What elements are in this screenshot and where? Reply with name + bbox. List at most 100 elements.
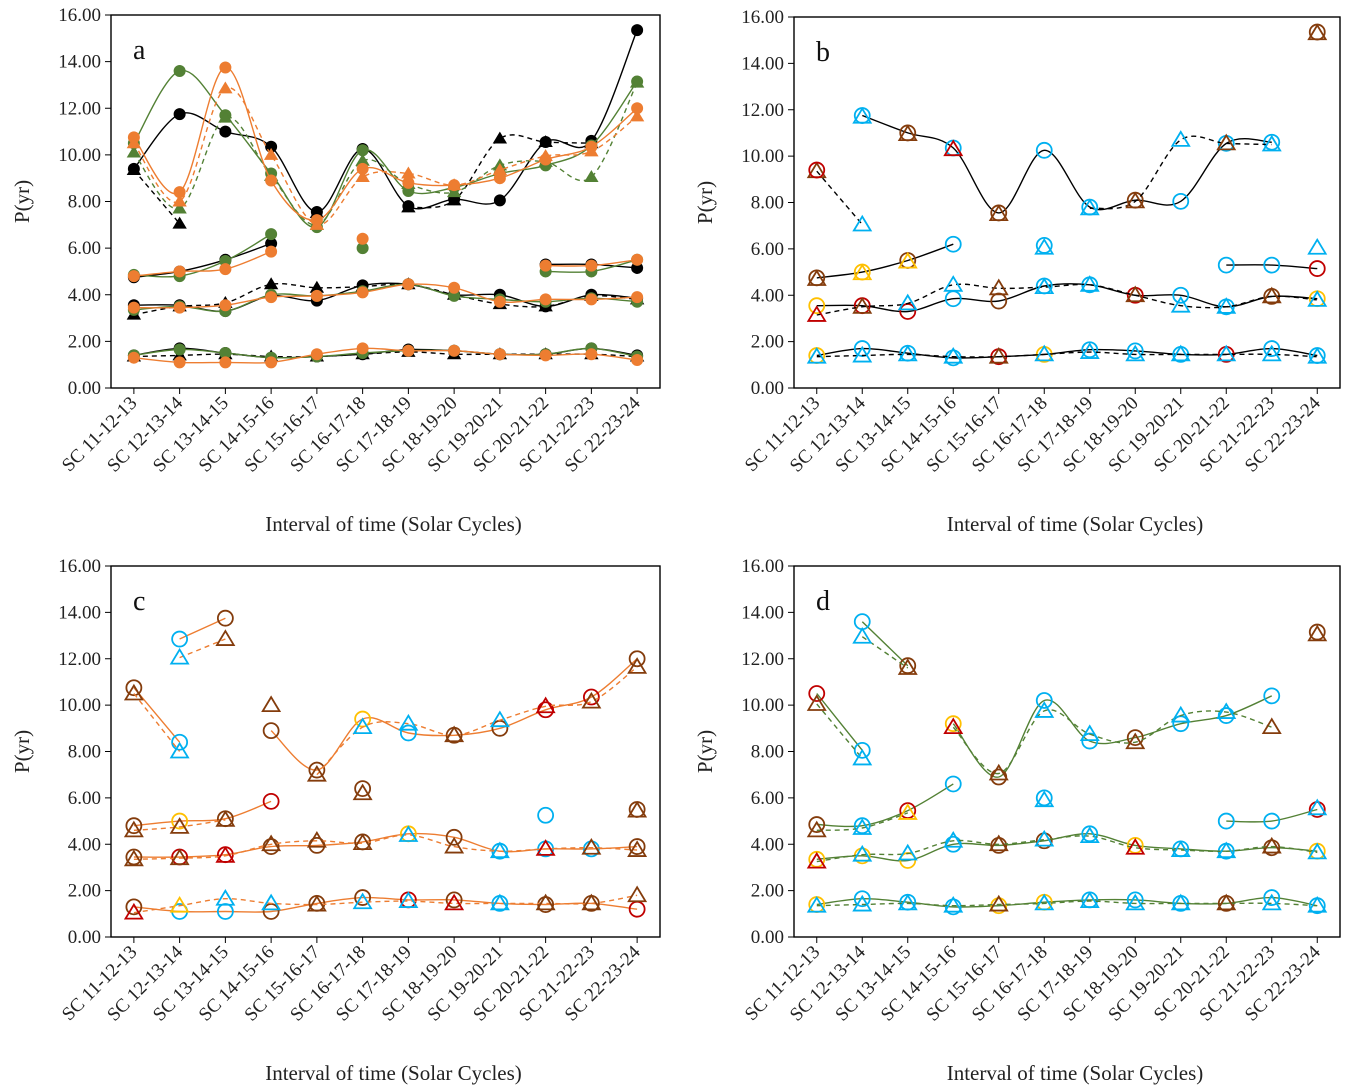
data-point	[806, 346, 827, 364]
data-point	[1079, 724, 1100, 742]
series-line	[133, 800, 272, 827]
series-line	[1226, 264, 1318, 270]
y-tick-label: 2.00	[751, 881, 784, 902]
data-point	[539, 349, 552, 362]
y-tick-label: 4.00	[751, 834, 784, 855]
data-point	[897, 658, 918, 675]
y-tick-label: 6.00	[68, 788, 101, 809]
data-point	[310, 289, 323, 302]
data-point	[401, 200, 416, 213]
data-point	[1125, 344, 1146, 362]
data-point	[398, 825, 419, 842]
panel-label: a	[133, 35, 146, 66]
y-tick-label: 6.00	[751, 239, 784, 260]
data-point	[806, 851, 827, 869]
data-point	[492, 163, 508, 176]
data-point	[897, 251, 918, 269]
data-point	[401, 166, 416, 179]
data-point	[309, 217, 325, 230]
data-point	[219, 356, 232, 369]
data-point	[1125, 191, 1146, 209]
data-point	[171, 733, 189, 751]
data-point	[1125, 285, 1146, 303]
data-point	[173, 265, 186, 278]
data-point	[446, 185, 462, 198]
series-14	[127, 232, 644, 283]
x-axis-title: Interval of time (Solar Cycles)	[947, 512, 1204, 536]
y-tick-label: 2.00	[751, 332, 784, 353]
series-1	[806, 130, 1282, 232]
series-1	[123, 657, 648, 782]
y-tick-label: 14.00	[741, 53, 784, 74]
data-point	[1170, 705, 1191, 723]
y-tick-label: 4.00	[68, 285, 101, 306]
series-line	[316, 666, 638, 776]
data-point	[539, 293, 552, 306]
data-point	[265, 291, 278, 304]
y-tick-label: 14.00	[58, 52, 101, 73]
data-point	[537, 806, 555, 824]
data-point	[171, 812, 189, 830]
data-point	[538, 149, 553, 162]
data-point	[581, 893, 602, 911]
data-point	[310, 348, 323, 361]
data-point	[1125, 732, 1146, 750]
data-point	[169, 647, 190, 665]
data-point	[126, 136, 142, 149]
y-tick-label: 6.00	[68, 238, 101, 259]
data-point	[1217, 256, 1235, 274]
series-line	[952, 709, 1273, 775]
data-point	[535, 893, 556, 911]
data-point	[356, 232, 369, 245]
series-line	[816, 812, 909, 831]
data-point	[218, 110, 233, 123]
data-point	[1126, 891, 1144, 909]
data-point	[263, 147, 279, 160]
data-point	[123, 820, 144, 838]
data-point	[352, 783, 373, 801]
data-point	[173, 108, 186, 121]
series-line	[270, 658, 638, 771]
series-line	[861, 636, 909, 669]
data-point	[261, 834, 282, 852]
series-line	[816, 283, 1318, 313]
data-point	[1261, 893, 1282, 911]
series-3	[852, 626, 918, 675]
series-5	[808, 340, 1326, 367]
data-point	[1307, 895, 1328, 913]
data-point	[627, 885, 648, 903]
series-line	[816, 347, 1318, 359]
series-8	[808, 889, 1326, 916]
data-point	[629, 75, 645, 88]
series-line	[816, 170, 863, 225]
data-point	[806, 269, 827, 286]
data-point	[897, 843, 918, 861]
series-3	[808, 276, 1326, 320]
series-line	[133, 896, 638, 913]
data-point	[1263, 889, 1281, 906]
x-axis-title: Interval of time (Solar Cycles)	[947, 1061, 1204, 1085]
data-point	[806, 694, 827, 711]
data-point	[1126, 729, 1144, 746]
data-point	[1172, 192, 1190, 210]
y-tick-label: 12.00	[58, 98, 101, 119]
data-point	[402, 278, 415, 291]
data-point	[1263, 812, 1281, 830]
data-point	[127, 351, 140, 364]
series-line	[816, 833, 1318, 862]
data-point	[1125, 837, 1146, 855]
y-tick-label: 0.00	[751, 927, 784, 948]
series-line	[133, 87, 638, 226]
series-4	[806, 275, 1328, 322]
y-tick-label: 10.00	[58, 695, 101, 716]
data-point	[356, 342, 369, 355]
data-point	[215, 846, 236, 863]
data-point	[988, 204, 1009, 221]
data-point	[1261, 836, 1282, 854]
y-tick-label: 16.00	[58, 556, 101, 577]
data-point	[215, 810, 236, 827]
y-tick-label: 4.00	[68, 834, 101, 855]
data-point	[1079, 275, 1100, 292]
y-tick-label: 14.00	[58, 602, 101, 623]
data-point	[1035, 692, 1053, 709]
